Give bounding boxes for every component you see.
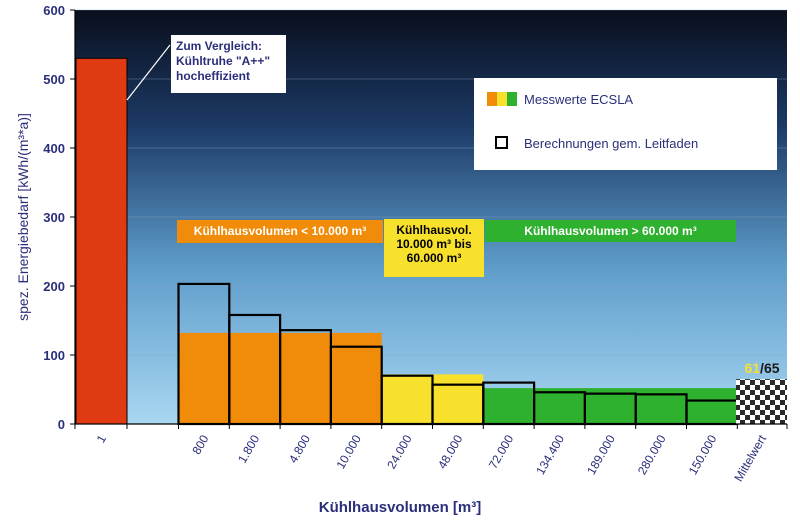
legend-swatch-yellow [497, 92, 507, 106]
callout-text: Kühltruhe "A++" [176, 54, 270, 68]
group-band-label: 60.000 m³ [407, 251, 462, 265]
x-axis-title: Kühlhausvolumen [m³] [319, 499, 482, 516]
legend-label: Messwerte ECSLA [524, 92, 633, 107]
callout-pointer [126, 44, 171, 101]
mittelwert-value-label: 61/65 [744, 360, 779, 376]
legend-label: Berechnungen gem. Leitfaden [524, 136, 698, 151]
y-tick-label: 0 [58, 417, 65, 432]
x-tick-label: 1 [94, 432, 110, 445]
y-tick-label: 300 [43, 210, 65, 225]
x-tick-label: 134.400 [533, 432, 567, 477]
x-tick-label: 800 [189, 432, 211, 457]
comparison-bar [75, 57, 128, 425]
x-tick-label: 189.000 [584, 432, 618, 477]
group-band-label: Kühlhausvol. [396, 223, 471, 237]
legend-swatch-green [507, 92, 517, 106]
group-band-label-box [384, 219, 484, 277]
y-tick-label: 100 [43, 348, 65, 363]
legend-box [474, 78, 777, 170]
group-band-label: Kühlhausvolumen < 10.000 m³ [194, 224, 366, 238]
x-tick-label: 10.000 [333, 432, 364, 471]
mittelwert-bar [736, 379, 787, 424]
y-tick-label: 500 [43, 72, 65, 87]
group-band-label-box [177, 220, 383, 243]
legend-swatch-orange [487, 92, 497, 106]
y-tick-label: 600 [43, 3, 65, 18]
y-tick-label: 200 [43, 279, 65, 294]
mittelwert-measured: 61 [744, 360, 760, 376]
x-tick-label: 72.000 [486, 432, 517, 471]
y-tick-label: 400 [43, 141, 65, 156]
callout-text: Zum Vergleich: [176, 39, 262, 53]
y-axis-title: spez. Energiebedarf [kWh/(m³*a)] [15, 113, 31, 321]
x-tick-label: 4.800 [286, 432, 313, 465]
callout-box [171, 35, 286, 93]
x-tick-label: 1.800 [235, 432, 262, 465]
x-tick-label: 24.000 [384, 432, 415, 471]
x-tick-label: 48.000 [435, 432, 466, 471]
x-tick-label: 280.000 [635, 432, 669, 477]
group-band-label: Kühlhausvolumen > 60.000 m³ [524, 224, 696, 238]
mittelwert-calculated: 65 [764, 360, 780, 376]
callout-text: hocheffizient [176, 69, 250, 83]
group-band-label-box [485, 220, 736, 242]
mittelwert-separator: / [760, 360, 764, 376]
x-tick-label: Mittelwert [731, 432, 769, 484]
group-band-label: 10.000 m³ bis [396, 237, 472, 251]
x-tick-label: 150.000 [686, 432, 720, 477]
legend-swatch-outline [495, 136, 508, 149]
